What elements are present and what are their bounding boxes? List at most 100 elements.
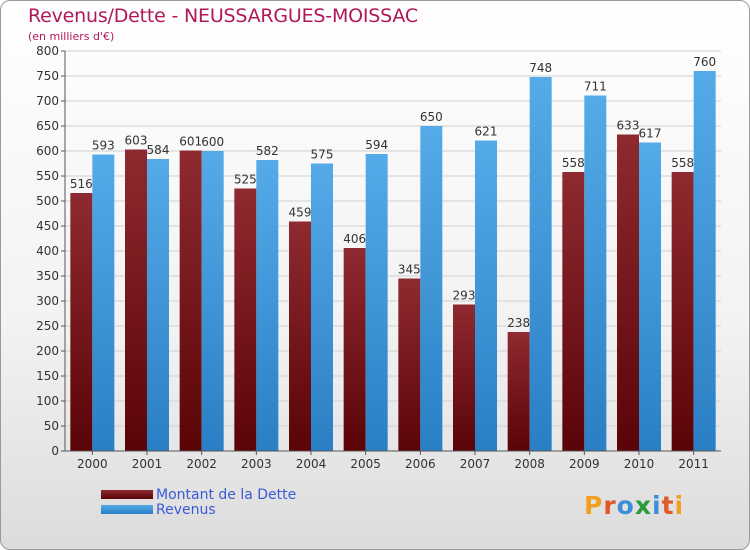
logo-letter: r <box>603 491 617 520</box>
y-tick-label: 350 <box>36 269 59 283</box>
x-tick-label: 2001 <box>132 457 163 471</box>
data-label-dette: 345 <box>398 263 421 277</box>
bar-dette <box>234 188 257 451</box>
bar-dette <box>453 304 475 451</box>
legend-label-revenus: Revenus <box>156 501 216 518</box>
bars <box>70 71 716 451</box>
logo-letter: x <box>634 491 652 520</box>
legend: Montant de la Dette Revenus <box>101 486 297 518</box>
bar-dette <box>179 150 202 451</box>
bar-revenus <box>475 140 497 451</box>
data-label-revenus: 584 <box>147 143 170 157</box>
data-label-revenus: 593 <box>92 139 115 153</box>
bar-revenus <box>92 154 115 451</box>
data-label-dette: 558 <box>671 156 694 170</box>
bar-revenus <box>365 154 388 451</box>
bar-revenus <box>693 71 716 451</box>
y-tick-label: 700 <box>36 94 59 108</box>
x-tick-label: 2011 <box>678 457 709 471</box>
legend-swatch-dette <box>101 490 153 499</box>
chart-title: Revenus/Dette - NEUSSARGUES-MOISSAC <box>28 5 418 27</box>
bar-revenus <box>147 159 169 451</box>
chart-subtitle: (en milliers d'€) <box>28 30 115 43</box>
data-label-dette: 601 <box>179 135 202 149</box>
bar-revenus <box>201 151 224 451</box>
x-tick-label: 2007 <box>460 457 491 471</box>
y-tick-label: 100 <box>36 394 59 408</box>
data-label-revenus: 582 <box>256 144 279 158</box>
y-tick-label: 400 <box>36 244 59 258</box>
data-label-revenus: 621 <box>475 125 498 139</box>
data-label-revenus: 594 <box>365 138 388 152</box>
data-label-dette: 406 <box>343 232 366 246</box>
bar-revenus <box>256 160 279 451</box>
x-tick-label: 2006 <box>405 457 436 471</box>
x-tick-label: 2004 <box>296 457 327 471</box>
bar-revenus <box>420 126 443 451</box>
data-label-dette: 516 <box>70 177 93 191</box>
y-tick-label: 50 <box>44 419 59 433</box>
y-tick-label: 550 <box>36 169 59 183</box>
logo-letter: o <box>616 491 635 520</box>
proxiti-logo: Proxiti <box>584 491 684 520</box>
data-label-dette: 603 <box>125 134 148 148</box>
x-tick-label: 2008 <box>514 457 545 471</box>
data-label-dette: 633 <box>617 119 640 133</box>
bar-dette <box>125 149 147 451</box>
x-tick-label: 2009 <box>569 457 600 471</box>
bar-dette <box>343 248 366 451</box>
x-tick-label: 2003 <box>241 457 272 471</box>
y-tick-label: 150 <box>36 369 59 383</box>
bar-dette <box>70 193 93 451</box>
data-label-revenus: 711 <box>584 80 607 94</box>
y-tick-label: 250 <box>36 319 59 333</box>
data-label-revenus: 650 <box>420 110 443 124</box>
legend-swatch-revenus <box>101 505 153 514</box>
logo-letter: i <box>652 491 662 520</box>
y-tick-label: 800 <box>36 44 59 58</box>
data-label-revenus: 617 <box>639 127 662 141</box>
data-label-dette: 558 <box>562 156 585 170</box>
logo-letter: P <box>584 491 604 520</box>
bar-revenus <box>639 142 661 451</box>
y-tick-label: 300 <box>36 294 59 308</box>
bar-dette <box>398 278 421 451</box>
bar-dette <box>671 172 694 451</box>
y-tick-label: 500 <box>36 194 59 208</box>
bar-dette <box>289 221 311 451</box>
x-tick-label: 2005 <box>350 457 381 471</box>
data-label-dette: 459 <box>289 206 312 220</box>
x-tick-label: 2010 <box>624 457 655 471</box>
bar-dette <box>617 134 639 451</box>
data-label-revenus: 575 <box>311 148 334 162</box>
data-label-dette: 238 <box>507 316 530 330</box>
y-tick-label: 450 <box>36 219 59 233</box>
bar-dette <box>507 332 530 451</box>
bar-dette <box>562 172 585 451</box>
y-tick-label: 200 <box>36 344 59 358</box>
x-tick-label: 2002 <box>186 457 217 471</box>
y-tick-label: 750 <box>36 69 59 83</box>
data-label-revenus: 600 <box>201 135 224 149</box>
logo-letter: t <box>661 491 675 520</box>
grid <box>65 50 721 452</box>
bar-revenus <box>529 77 552 451</box>
data-label-dette: 293 <box>453 289 476 303</box>
legend-label-dette: Montant de la Dette <box>156 486 297 503</box>
axes: 0 50 100 150 200 250 300 350 400 450 500 550 600 650 7… <box>36 44 721 471</box>
y-tick-label: 0 <box>51 444 59 458</box>
data-label-dette: 525 <box>234 173 257 187</box>
bar-revenus <box>311 163 333 451</box>
data-label-revenus: 748 <box>529 61 552 75</box>
legend-item-dette: Montant de la Dette <box>101 486 297 503</box>
y-tick-label: 650 <box>36 119 59 133</box>
x-tick-label: 2000 <box>77 457 108 471</box>
logo-letter: i <box>674 491 685 520</box>
y-tick-label: 600 <box>36 144 59 158</box>
data-label-revenus: 760 <box>693 55 716 69</box>
legend-item-revenus: Revenus <box>101 501 296 518</box>
bar-revenus <box>584 95 607 451</box>
